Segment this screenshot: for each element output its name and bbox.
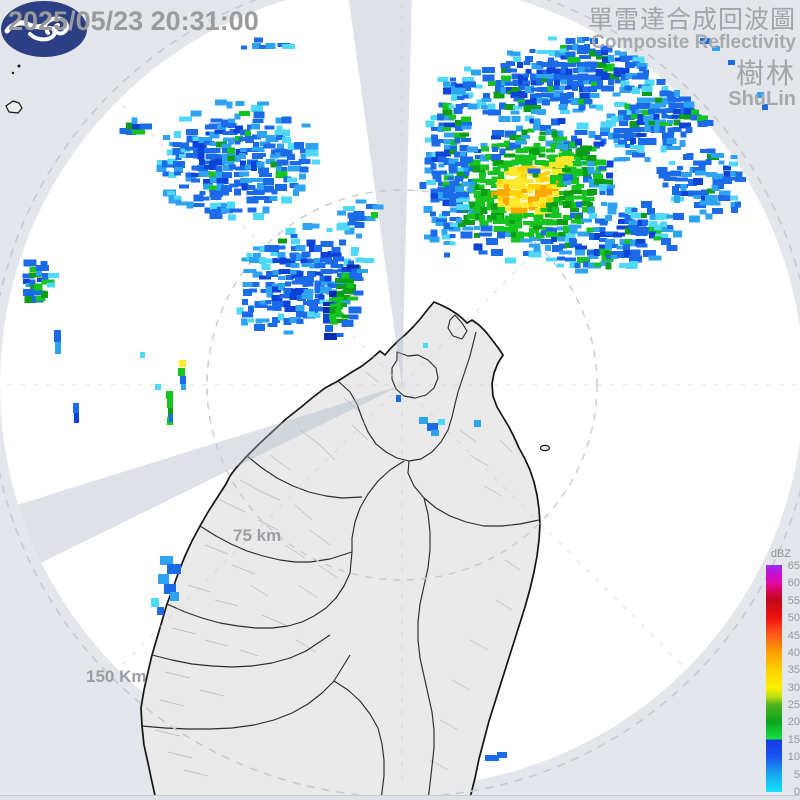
dbz-tick-25: 25 xyxy=(787,699,800,712)
dbz-tick-65: 65 xyxy=(787,560,800,572)
dbz-tick-15: 15 xyxy=(787,733,800,746)
dbz-colorbar xyxy=(766,565,782,792)
dbz-tick-5: 5 xyxy=(793,768,800,781)
blocked-sector-southwest xyxy=(0,385,402,586)
county-boundaries xyxy=(141,314,540,800)
radar-echo-layer xyxy=(22,36,768,761)
dbz-tick-45: 45 xyxy=(787,629,800,642)
dbz-tick-50: 50 xyxy=(787,612,800,625)
dbz-tick-55: 55 xyxy=(787,594,800,607)
taiwan-coastline xyxy=(140,301,541,800)
dbz-tick-10: 10 xyxy=(787,751,800,764)
dbz-tick-60: 60 xyxy=(787,577,800,590)
blocked-sector-north xyxy=(348,0,412,385)
dbz-tick-40: 40 xyxy=(787,646,800,659)
dbz-tick-35: 35 xyxy=(787,664,800,677)
dbz-tick-20: 20 xyxy=(787,716,800,729)
guishan-island xyxy=(539,444,551,452)
offshore-islands-icon xyxy=(5,15,29,114)
bottom-bar xyxy=(0,795,800,800)
dbz-tick-0: 0 xyxy=(793,786,800,798)
dbz-tick-30: 30 xyxy=(787,681,800,694)
dbz-scale-ticks: 65 60 55 50 45 40 35 30 25 20 15 10 5 0 xyxy=(784,561,800,798)
